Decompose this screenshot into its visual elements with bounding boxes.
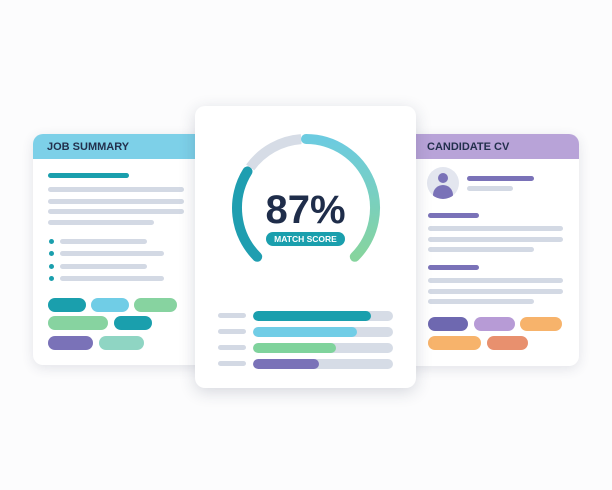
heading-line <box>48 173 129 178</box>
skill-tag <box>520 317 562 331</box>
match-score-card: 87% MATCH SCORE <box>195 106 416 388</box>
name-line <box>467 176 534 181</box>
skill-tag <box>48 316 108 330</box>
match-score-badge: MATCH SCORE <box>266 232 345 246</box>
breakdown-bar-fill <box>253 311 371 321</box>
text-line <box>428 226 563 231</box>
skill-tag <box>474 317 515 331</box>
bullet-line <box>60 264 147 269</box>
gauge-segment-teal <box>232 166 263 262</box>
skill-tag <box>91 298 129 312</box>
bullet-icon <box>49 239 54 244</box>
text-line <box>428 278 563 283</box>
job-summary-header: JOB SUMMARY <box>33 134 208 159</box>
gauge-segment-track <box>246 134 302 171</box>
breakdown-label <box>218 361 246 366</box>
skill-tag <box>487 336 528 350</box>
job-summary-card: JOB SUMMARY <box>33 134 208 365</box>
candidate-cv-header: CANDIDATE CV <box>405 134 579 159</box>
avatar-icon <box>427 167 459 199</box>
text-line <box>48 187 184 192</box>
text-line <box>48 199 184 204</box>
breakdown-bar-fill <box>253 343 336 353</box>
score-gauge <box>232 134 380 262</box>
skill-tag <box>428 336 481 350</box>
bullet-icon <box>49 264 54 269</box>
bullet-line <box>60 276 164 281</box>
section-heading-line <box>428 213 479 218</box>
bullet-line <box>60 239 147 244</box>
skill-tag <box>114 316 152 330</box>
breakdown-label <box>218 313 246 318</box>
section-heading-line <box>428 265 479 270</box>
skill-tag <box>48 298 86 312</box>
skill-tag <box>48 336 93 350</box>
subtitle-line <box>467 186 513 191</box>
text-line <box>428 247 534 252</box>
breakdown-bar-track <box>253 359 393 369</box>
breakdown-bar-track <box>253 327 393 337</box>
candidate-cv-card: CANDIDATE CV <box>405 134 579 366</box>
text-line <box>428 237 563 242</box>
breakdown-bar-track <box>253 311 393 321</box>
bullet-line <box>60 251 164 256</box>
candidate-cv-title: CANDIDATE CV <box>427 141 510 153</box>
breakdown-bar-fill <box>253 359 319 369</box>
gauge-segment-gradient <box>301 134 380 262</box>
skill-tag <box>428 317 468 331</box>
text-line <box>428 289 563 294</box>
breakdown-label <box>218 345 246 350</box>
text-line <box>48 220 154 225</box>
breakdown-bar-track <box>253 343 393 353</box>
job-summary-title: JOB SUMMARY <box>47 141 130 153</box>
skill-tag <box>99 336 144 350</box>
score-value: 87% <box>265 188 346 232</box>
breakdown-bar-fill <box>253 327 357 337</box>
skill-tag <box>134 298 177 312</box>
text-line <box>48 209 184 214</box>
text-line <box>428 299 534 304</box>
bullet-icon <box>49 251 54 256</box>
breakdown-label <box>218 329 246 334</box>
bullet-icon <box>49 276 54 281</box>
